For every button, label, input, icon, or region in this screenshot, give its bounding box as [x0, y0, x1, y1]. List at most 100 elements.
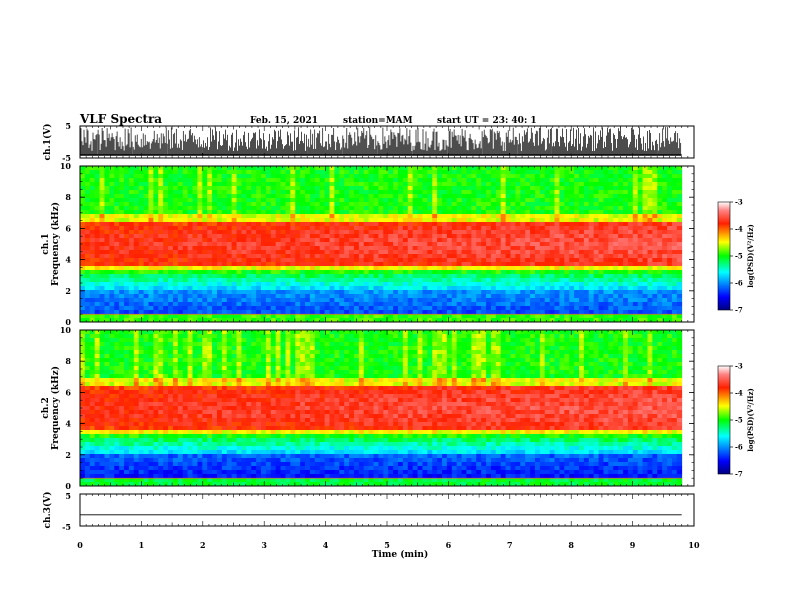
spectrogram-cell — [153, 250, 159, 255]
spectrogram-cell — [212, 286, 218, 291]
spectrogram-cell — [187, 310, 193, 315]
spectrogram-cell — [143, 242, 149, 247]
spectrogram-cell — [168, 170, 174, 175]
spectrogram-cell — [627, 190, 634, 195]
spectrogram-cell — [275, 182, 281, 187]
spectrogram-cell — [373, 166, 379, 171]
spectrogram-cell — [241, 242, 247, 247]
spectrogram-cell — [397, 250, 404, 255]
spectrogram-cell — [290, 238, 296, 243]
spectrogram-cell — [280, 218, 286, 223]
spectrogram-cell — [520, 246, 526, 251]
spectrogram-cell — [613, 190, 619, 195]
spectrogram-cell — [495, 250, 502, 255]
spectrogram-cell — [305, 202, 311, 207]
spectrogram-cell — [89, 198, 96, 203]
spectrogram-cell — [314, 294, 321, 299]
spectrogram-cell — [618, 306, 624, 311]
spectrogram-cell — [119, 246, 125, 251]
spectrogram-cell — [451, 206, 458, 211]
spectrogram-cell — [578, 310, 585, 315]
spectrogram-cell — [163, 306, 169, 311]
spectrogram-cell — [138, 242, 144, 247]
spectrogram-cell — [574, 234, 580, 239]
spectrogram-cell — [427, 290, 433, 295]
spectrogram-cell — [114, 270, 120, 275]
spectrogram-cell — [109, 282, 115, 287]
spectrogram-cell — [383, 278, 389, 283]
spectrogram-cell — [613, 186, 619, 191]
spectrogram-cell — [588, 306, 595, 311]
spectrogram-cell — [554, 282, 560, 287]
spectrogram-cell — [197, 302, 203, 307]
spectrogram-cell — [608, 250, 614, 255]
spectrogram-cell — [495, 302, 502, 307]
spectrogram-cell — [275, 258, 281, 263]
spectrogram-cell — [588, 278, 595, 283]
spectrogram-cell — [251, 294, 257, 299]
spectrogram-cell — [412, 274, 418, 279]
spectrogram-cell — [456, 286, 462, 291]
spectrogram-cell — [422, 246, 428, 251]
spectrogram-cell — [402, 286, 409, 291]
spectrogram-cell — [373, 270, 379, 275]
spectrogram-cell — [417, 226, 423, 231]
spectrogram-cell — [158, 198, 164, 203]
spectrogram-cell — [368, 270, 374, 275]
spectrogram-cell — [461, 166, 467, 171]
spectrogram-cell — [270, 190, 277, 195]
spectrogram-cell — [349, 318, 355, 322]
spectrogram-cell — [481, 210, 487, 215]
spectrogram-cell — [119, 214, 125, 219]
spectrogram-cell — [319, 226, 325, 231]
spectrogram-cell — [104, 190, 110, 195]
spectrogram-cell — [588, 262, 595, 267]
spectrogram-cell — [202, 238, 208, 243]
spectrogram-cell — [334, 318, 340, 322]
spectrogram-cell — [89, 262, 96, 267]
spectrogram-cell — [339, 170, 345, 175]
spectrogram-cell — [388, 238, 394, 243]
spectrogram-cell — [114, 206, 120, 211]
spectrogram-cell — [295, 186, 301, 191]
spectrogram-cell — [133, 194, 140, 199]
spectrogram-cell — [578, 286, 585, 291]
spectrogram-cell — [442, 210, 448, 215]
spectrogram-cell — [109, 258, 115, 263]
spectrogram-cell — [574, 194, 580, 199]
spectrogram-cell — [319, 318, 325, 322]
spectrogram-cell — [226, 218, 233, 223]
spectrogram-cell — [613, 298, 619, 303]
spectrogram-cell — [486, 314, 492, 319]
spectrogram-cell — [363, 166, 370, 171]
spectrogram-cell — [520, 166, 526, 171]
spectrogram-cell — [216, 246, 223, 251]
spectrogram-cell — [388, 178, 394, 183]
spectrogram-cell — [119, 174, 125, 179]
spectrogram-cell — [598, 194, 604, 199]
spectrogram-cell — [133, 318, 140, 322]
spectrogram-cell — [456, 262, 462, 267]
spectrogram-cell — [329, 302, 335, 307]
spectrogram-cell — [495, 218, 502, 223]
spectrogram-cell — [500, 274, 506, 279]
spectrogram-cell — [373, 238, 379, 243]
spectrogram-cell — [246, 306, 252, 311]
spectrogram-cell — [324, 182, 330, 187]
spectrogram-cell — [544, 278, 551, 283]
spectrogram-cell — [593, 238, 599, 243]
spectrogram-cell — [603, 170, 609, 175]
spectrogram-cell — [207, 282, 213, 287]
spectrogram-cell — [114, 190, 120, 195]
spectrogram-cell — [373, 242, 379, 247]
spectrogram-cell — [270, 214, 277, 219]
spectrogram-cell — [256, 222, 262, 227]
spectrogram-cell — [476, 274, 482, 279]
spectrogram-cell — [295, 306, 301, 311]
spectrogram-cell — [378, 266, 384, 271]
spectrogram-cell — [378, 262, 384, 267]
spectrogram-cell — [226, 202, 233, 207]
spectrogram-cell — [520, 302, 526, 307]
spectrogram-cell — [324, 170, 330, 175]
spectrogram-cell — [275, 210, 281, 215]
